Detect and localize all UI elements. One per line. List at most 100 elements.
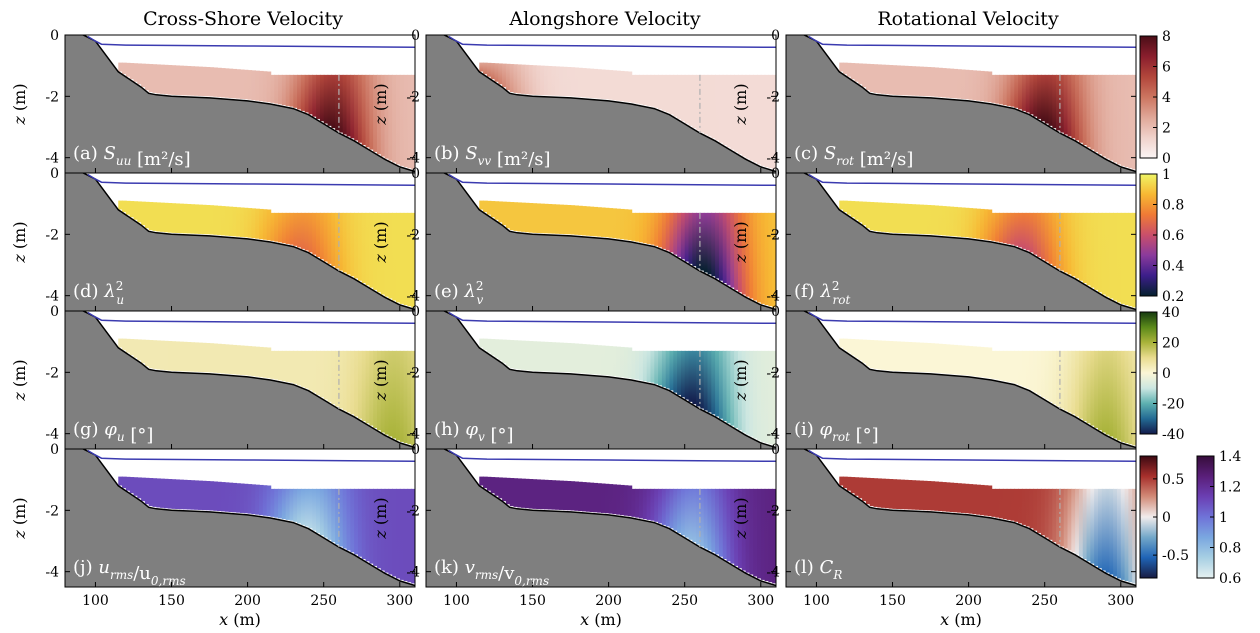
field-cell [873,478,879,507]
y-tick-label: -2 [766,89,780,105]
field-cell [201,342,207,373]
field-cell [144,201,150,229]
field-cell [745,350,751,435]
field-cell [262,209,268,240]
field-cell [300,350,306,387]
field-cell [293,488,298,522]
field-cell [125,476,131,491]
field-cell [217,481,222,512]
field-cell [654,212,659,246]
field-cell [1094,350,1099,428]
field-cell [941,344,947,374]
panel-k: 0 -2 -4 100 150 200 250 300 z (m) x (m) (k) vrms/v… [371,442,777,629]
field-cell [407,488,412,583]
bathymetry [786,449,1136,587]
field-cell [646,350,652,382]
field-cell [338,488,344,547]
field-cell [612,70,618,101]
field-cell [976,208,981,239]
field-cell [289,488,295,521]
field-cell [846,200,852,215]
field-cell [597,483,602,513]
field-cell [892,341,898,371]
field-cell [999,212,1004,243]
field-cell [869,202,875,231]
field-cell [570,67,576,97]
field-cell [137,339,142,361]
y-axis-label: z (m) [731,359,750,401]
field-cell [881,64,886,94]
field-cell [498,339,503,361]
field-cell [141,339,146,364]
field-cell [479,62,484,72]
panel-e: 0 -2 -4 z (m) (e) λ2 v [371,166,777,312]
field-cell [540,341,545,372]
field-cell [768,350,773,445]
field-cell [209,343,215,373]
field-cell [205,67,211,97]
field-cell [300,74,306,111]
x-tick-label: 300 [1107,593,1134,609]
field-cell [669,488,675,529]
field-cell [881,340,886,370]
field-cell [331,488,336,543]
field-cell [888,203,894,233]
field-cell [578,205,583,236]
panel-g: 0 -2 -4 z (m) (g) φu [°] [10,304,416,450]
y-tick-label: 0 [771,28,780,44]
field-cell [734,488,739,566]
field-cell [1086,488,1092,562]
field-cell [407,350,412,445]
field-cell [255,484,260,515]
field-cell [403,350,409,444]
field-cell [304,74,310,113]
surface-line [448,173,776,187]
field-cell [941,68,947,98]
field-cell [490,63,496,80]
field-cell [862,477,867,502]
field-cell [903,203,909,234]
field-cell [715,350,720,417]
field-cell [749,74,754,161]
field-cell [502,477,507,502]
y-tick-label: -4 [45,427,59,443]
field-cell [179,65,184,96]
field-cell [357,488,363,557]
field-cell [987,209,993,241]
bathymetry [786,311,1136,449]
field-cell [304,212,310,251]
field-cell [884,340,890,371]
field-cell [756,74,762,165]
field-cell [601,69,606,99]
field-cell [566,481,572,511]
field-cell [384,488,390,573]
field-cell [896,341,901,372]
x-tick-label: 100 [82,593,109,609]
field-cell [543,479,549,510]
x-axis-label: x (m) [580,610,622,629]
field-cell [726,212,732,286]
field-cell [1021,74,1027,111]
field-cell [1021,488,1027,525]
field-cell [1029,488,1035,529]
field-cell [259,484,264,516]
bathymetry [426,173,776,311]
field-cell [696,488,701,545]
surface-line [87,173,415,187]
field-cell [677,350,682,395]
field-cell [350,74,355,139]
field-cell [316,488,321,533]
field-cell [498,63,503,85]
colorbar-tick-label: 0 [1162,510,1171,526]
field-cell [718,212,724,281]
bathymetry [65,449,415,587]
field-cell [574,67,579,97]
field-cell [266,209,272,241]
field-cell [684,74,690,124]
field-cell [312,350,317,393]
field-cell [285,488,291,520]
field-cell [987,71,993,103]
colorbar-tick-label: 1 [1219,510,1228,526]
field-cell [620,346,625,378]
field-cell [764,488,770,582]
